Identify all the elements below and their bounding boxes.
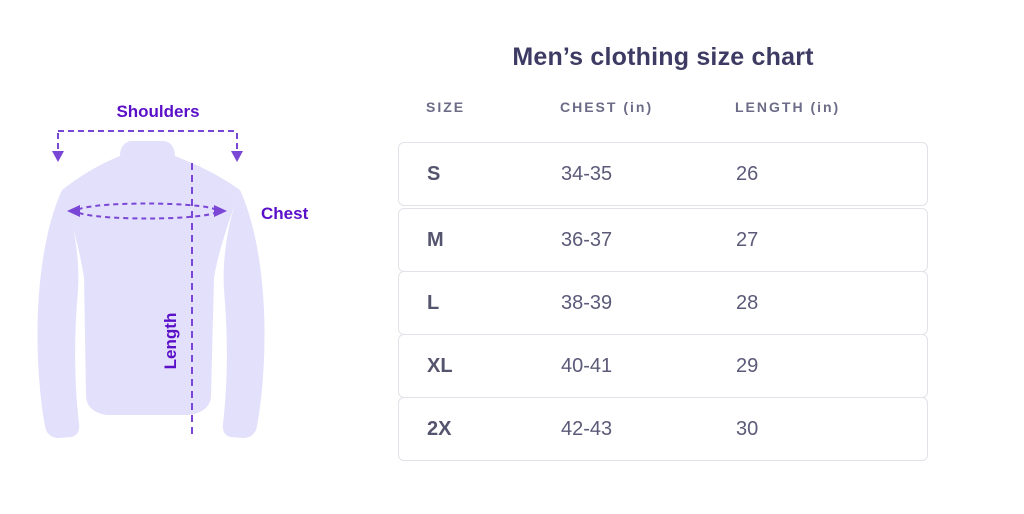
table-header-row: SIZE CHEST (in) LENGTH (in) — [398, 97, 928, 117]
chest-cell: 42-43 — [561, 417, 613, 440]
table-row-s: S 34-35 26 — [398, 142, 928, 206]
chest-cell: 38-39 — [561, 291, 613, 314]
length-cell: 29 — [736, 354, 759, 377]
length-cell: 28 — [736, 291, 759, 314]
table-row-xl: XL 40-41 29 — [398, 334, 928, 398]
table-row-m: M 36-37 27 — [398, 208, 928, 272]
size-cell: M — [427, 228, 444, 251]
shirt-measurement-diagram: Shoulders Chest Length — [37, 102, 309, 438]
column-header-size: SIZE — [426, 99, 466, 115]
length-cell: 30 — [736, 417, 759, 440]
column-header-length: LENGTH (in) — [735, 99, 841, 115]
shoulders-measure-arrows — [52, 151, 243, 162]
length-cell: 26 — [736, 162, 759, 185]
length-cell: 27 — [736, 228, 759, 251]
chest-cell: 36-37 — [561, 228, 613, 251]
chest-cell: 34-35 — [561, 162, 613, 185]
shoulders-label: Shoulders — [116, 102, 199, 121]
size-cell: XL — [427, 354, 453, 377]
length-label: Length — [161, 313, 180, 370]
size-cell: L — [427, 291, 440, 314]
chest-measure-arrows — [67, 205, 227, 217]
size-table-body: S 34-35 26 M 36-37 27 L 38-39 28 XL 40-4… — [398, 142, 928, 461]
chest-cell: 40-41 — [561, 354, 613, 377]
shoulders-measure-line — [57, 130, 238, 151]
table-row-l: L 38-39 28 — [398, 271, 928, 335]
shirt-illustration — [37, 141, 265, 438]
page-title: Men’s clothing size chart — [512, 43, 814, 71]
column-header-chest: CHEST (in) — [560, 99, 654, 115]
chest-label: Chest — [261, 204, 309, 223]
size-cell: S — [427, 162, 441, 185]
size-cell: 2X — [427, 417, 452, 440]
table-row-2x: 2X 42-43 30 — [398, 397, 928, 461]
